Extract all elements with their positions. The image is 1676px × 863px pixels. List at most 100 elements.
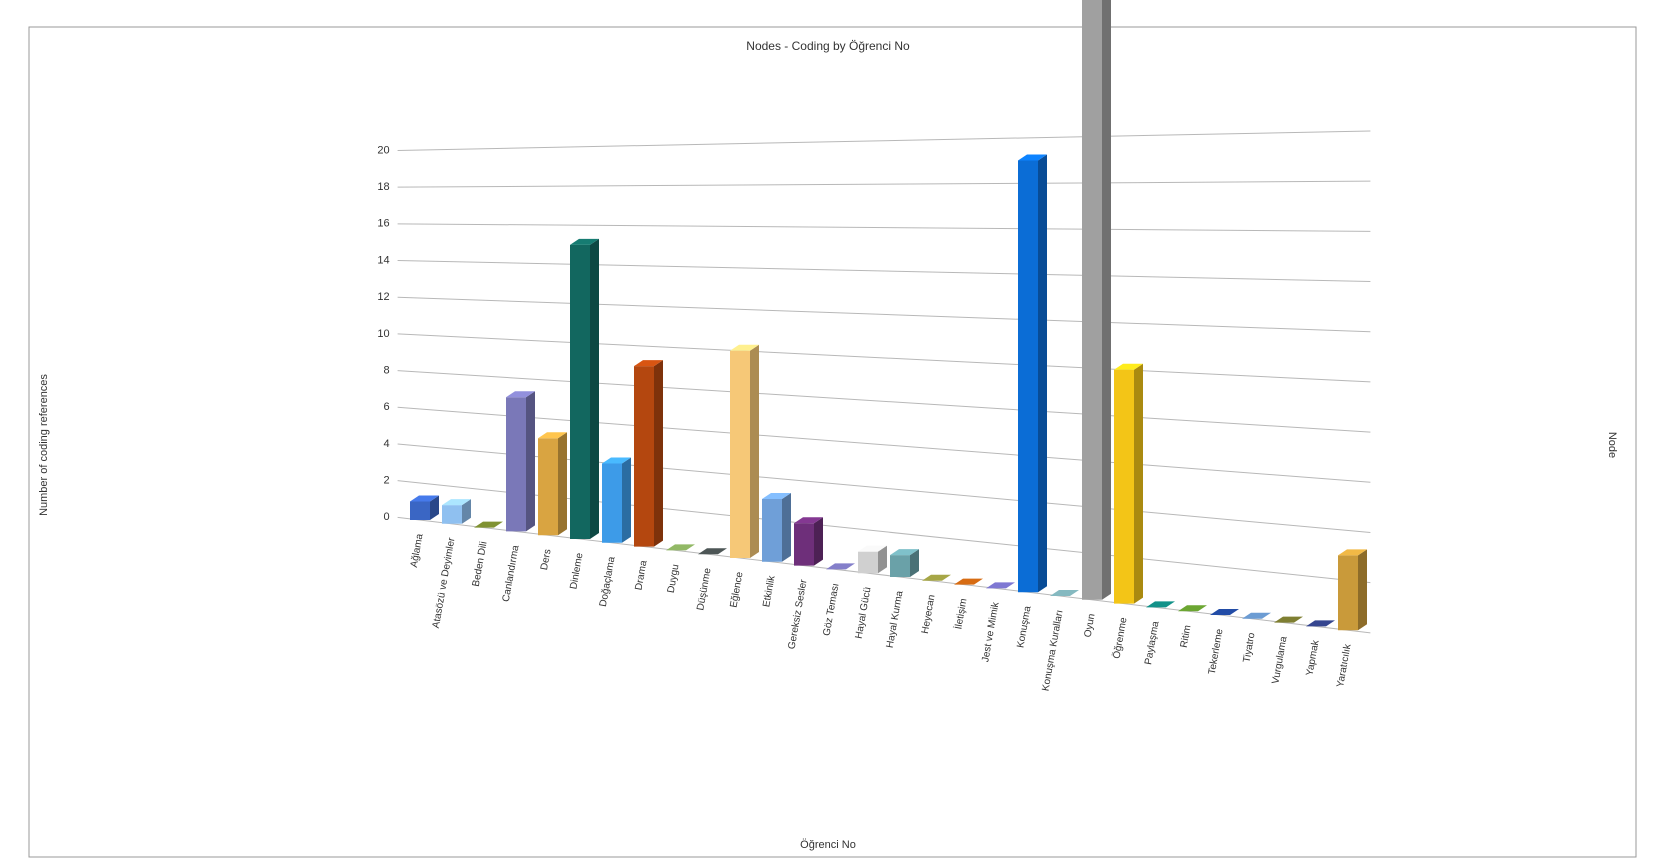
bar: [954, 578, 983, 585]
x-tick-label: Ritim: [1179, 624, 1194, 648]
bar-side: [558, 432, 567, 536]
grid-line: [397, 296, 1371, 333]
y-tick-label: 14: [377, 254, 389, 266]
bar-top: [730, 344, 759, 351]
bar-top: [794, 517, 823, 524]
bar-top: [634, 360, 663, 367]
grid-line: [397, 223, 1371, 232]
bar: [602, 457, 631, 543]
bar-top: [1146, 601, 1175, 608]
bar-top: [1306, 620, 1335, 627]
bar-top: [1274, 616, 1303, 623]
bar-front: [1338, 555, 1358, 631]
grid-line: [397, 406, 1371, 483]
bar-top: [602, 457, 631, 464]
x-tick-label: Tiyatro: [1241, 631, 1257, 663]
bar-front: [858, 551, 878, 574]
bar-front: [794, 523, 814, 566]
grid-line: [397, 370, 1371, 433]
bar-front: [890, 555, 910, 577]
bar-side: [654, 360, 663, 547]
bar-top: [890, 549, 919, 556]
bar-side: [622, 457, 631, 543]
bar-side: [814, 517, 823, 566]
bar-side: [910, 549, 919, 577]
bar-side: [1358, 549, 1367, 631]
x-tick-label: Oyun: [1083, 613, 1098, 638]
y-axis-title: Number of coding references: [38, 374, 50, 516]
bar: [1210, 609, 1239, 615]
bar-front: [1082, 0, 1102, 600]
bar: [410, 495, 439, 520]
bar-front: [506, 397, 526, 532]
bar-side: [1102, 0, 1111, 600]
bar: [730, 344, 759, 558]
bar-side: [750, 344, 759, 558]
bar-top: [826, 563, 855, 570]
bar-side: [462, 499, 471, 524]
y-tick-label: 4: [383, 438, 389, 450]
x-tick-label: Ders: [539, 548, 554, 571]
y-tick-label: 8: [383, 364, 389, 376]
bar-top: [954, 578, 983, 585]
chart-title: Nodes - Coding by Öğrenci No: [746, 39, 910, 53]
bar: [442, 499, 471, 524]
x-tick-label: Duygu: [666, 563, 682, 593]
bar: [538, 432, 567, 536]
bar: [1114, 363, 1143, 604]
bar: [634, 360, 663, 547]
bar-front: [730, 350, 750, 558]
bar-front: [602, 463, 622, 543]
bar-top: [922, 574, 951, 581]
bar-front: [634, 366, 654, 547]
bar: [506, 391, 535, 532]
bar-side: [878, 545, 887, 574]
y-tick-label: 0: [383, 511, 389, 523]
bar-side: [526, 391, 535, 532]
bar-top: [538, 432, 567, 439]
bar-top: [1210, 609, 1239, 615]
bar: [1274, 616, 1303, 623]
bar-top: [762, 492, 791, 499]
bar-front: [442, 505, 462, 524]
x-axis-title: Öğrenci No: [800, 839, 856, 851]
bar-side: [430, 495, 439, 520]
y-tick-label: 20: [377, 144, 389, 156]
bar-top: [1018, 154, 1047, 161]
bar-front: [410, 501, 430, 520]
y-tick-label: 18: [377, 181, 389, 193]
bar: [794, 517, 823, 566]
bar-top: [666, 544, 695, 551]
y-tick-label: 2: [383, 475, 389, 487]
bar: [1242, 612, 1271, 619]
bar-front: [762, 498, 782, 562]
bar: [986, 582, 1015, 589]
grid-line: [397, 333, 1371, 383]
grid-line: [397, 260, 1371, 283]
bar-top: [986, 582, 1015, 589]
bar: [762, 492, 791, 562]
bar-top: [1178, 605, 1207, 612]
bar-top: [1114, 363, 1143, 370]
grid-line: [397, 130, 1371, 151]
bar: [858, 545, 887, 574]
bar: [698, 548, 727, 555]
bar: [1018, 154, 1047, 593]
bar: [1338, 549, 1367, 631]
y-tick-label: 10: [377, 328, 389, 340]
bar: [890, 549, 919, 577]
bar-top: [698, 548, 727, 555]
bar: [1082, 0, 1111, 600]
bar: [1178, 605, 1207, 612]
bar-top: [410, 495, 439, 502]
grid-line: [397, 180, 1371, 188]
bar-side: [782, 492, 791, 562]
bar: [922, 574, 951, 581]
bar-side: [1134, 363, 1143, 604]
bar: [826, 563, 855, 570]
bar-side: [590, 238, 599, 539]
bar-top: [1338, 549, 1367, 556]
bar: [1050, 590, 1079, 596]
bar: [1146, 601, 1175, 608]
